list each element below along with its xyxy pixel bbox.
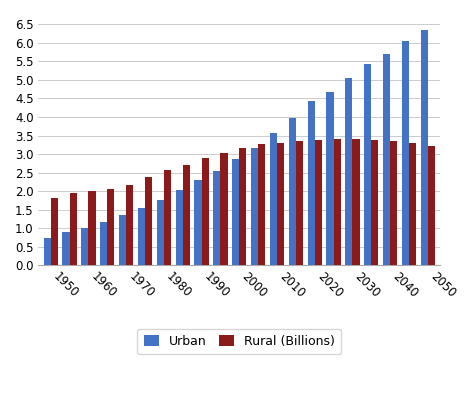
Bar — [44, 238, 51, 265]
Bar — [89, 191, 96, 265]
Bar — [145, 177, 152, 265]
Bar — [157, 201, 164, 265]
Bar — [315, 140, 322, 265]
Bar — [428, 146, 435, 265]
Bar — [383, 53, 390, 265]
Bar — [334, 139, 341, 265]
Bar — [289, 118, 296, 265]
Bar — [239, 148, 246, 265]
Bar — [182, 165, 190, 265]
Legend: Urban, Rural (Billions): Urban, Rural (Billions) — [137, 329, 341, 354]
Bar — [277, 143, 284, 265]
Bar — [119, 215, 126, 265]
Bar — [232, 159, 239, 265]
Bar — [258, 144, 265, 265]
Bar — [327, 92, 334, 265]
Bar — [364, 64, 371, 265]
Bar — [194, 181, 201, 265]
Bar — [201, 158, 209, 265]
Bar — [164, 170, 171, 265]
Bar — [296, 141, 303, 265]
Bar — [345, 78, 352, 265]
Bar — [126, 184, 133, 265]
Bar — [390, 141, 397, 265]
Bar — [70, 193, 77, 265]
Bar — [409, 143, 416, 265]
Bar — [371, 140, 378, 265]
Bar — [308, 101, 315, 265]
Bar — [270, 133, 277, 265]
Bar — [107, 189, 114, 265]
Bar — [63, 232, 70, 265]
Bar — [220, 153, 228, 265]
Bar — [420, 30, 428, 265]
Bar — [51, 198, 58, 265]
Bar — [213, 171, 220, 265]
Bar — [402, 41, 409, 265]
Bar — [251, 148, 258, 265]
Bar — [352, 139, 360, 265]
Bar — [138, 208, 145, 265]
Bar — [81, 228, 89, 265]
Bar — [100, 221, 107, 265]
Bar — [175, 191, 182, 265]
